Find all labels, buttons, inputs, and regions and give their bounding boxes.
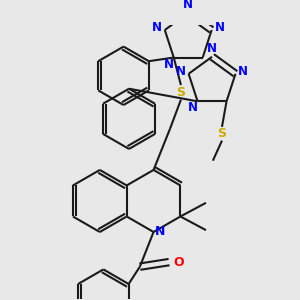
Text: N: N [214, 21, 224, 34]
Text: N: N [183, 0, 193, 11]
Text: N: N [152, 21, 162, 34]
Text: N: N [207, 42, 217, 55]
Text: S: S [218, 127, 226, 140]
Text: S: S [176, 86, 185, 99]
Text: O: O [173, 256, 184, 268]
Text: N: N [238, 65, 248, 78]
Text: N: N [176, 65, 186, 78]
Text: N: N [164, 58, 174, 71]
Text: N: N [188, 101, 198, 115]
Text: N: N [155, 226, 165, 238]
